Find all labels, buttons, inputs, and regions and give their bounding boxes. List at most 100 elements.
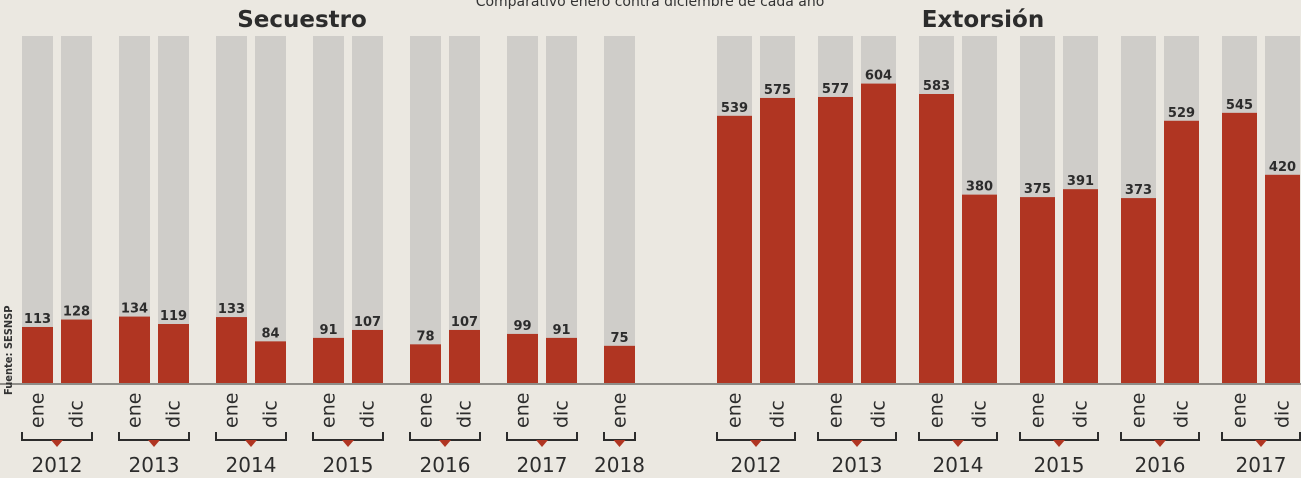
year-marker <box>613 440 626 447</box>
year-label: 2016 <box>420 453 471 477</box>
data-label: 75 <box>610 331 628 346</box>
data-bar <box>604 345 635 383</box>
year-bracket <box>312 432 384 441</box>
year-marker <box>851 440 863 447</box>
year-marker <box>342 440 354 447</box>
data-bar <box>507 333 538 383</box>
year-label: 2012 <box>32 453 83 477</box>
data-label: 391 <box>1067 174 1094 189</box>
year-marker <box>1154 440 1166 447</box>
year-bracket <box>716 432 796 441</box>
year-marker <box>1255 440 1267 447</box>
month-label: dic <box>1272 400 1294 428</box>
year-bracket <box>409 432 481 441</box>
data-label: 113 <box>24 312 51 327</box>
data-bar <box>255 341 286 383</box>
bar-background <box>449 36 480 383</box>
year-label: 2013 <box>129 453 180 477</box>
month-label: ene <box>124 393 146 428</box>
month-label: dic <box>551 400 573 428</box>
year-bracket <box>1120 432 1200 441</box>
month-label: dic <box>1171 400 1193 428</box>
data-bar <box>1020 197 1055 383</box>
bar-background <box>22 36 53 383</box>
year-label: 2018 <box>594 453 645 477</box>
month-label: ene <box>1229 393 1251 428</box>
year-bracket <box>918 432 998 441</box>
data-label: 107 <box>354 315 381 330</box>
data-label: 99 <box>513 319 531 334</box>
year-bracket <box>1221 432 1301 441</box>
month-label: ene <box>512 393 534 428</box>
data-bar <box>22 326 53 383</box>
data-bar <box>216 317 247 383</box>
data-label: 583 <box>923 79 950 94</box>
data-bar <box>313 337 344 383</box>
month-label: ene <box>1027 393 1049 428</box>
year-marker <box>536 440 548 447</box>
data-bar <box>1121 198 1156 383</box>
year-bracket <box>506 432 578 441</box>
data-bar <box>61 319 92 383</box>
year-label: 2017 <box>1236 453 1287 477</box>
month-label: ene <box>1128 393 1150 428</box>
month-label: dic <box>969 400 991 428</box>
year-marker <box>51 440 63 447</box>
bar-background <box>313 36 344 383</box>
data-label: 373 <box>1125 183 1152 198</box>
year-marker <box>439 440 451 447</box>
data-bar <box>1063 189 1098 383</box>
data-label: 91 <box>552 323 570 338</box>
year-bracket <box>1019 432 1099 441</box>
year-bracket <box>21 432 93 441</box>
month-label: dic <box>868 400 890 428</box>
month-label: ene <box>221 393 243 428</box>
source-note: Fuente: SESNSP <box>2 305 15 395</box>
year-bracket <box>817 432 897 441</box>
year-label: 2015 <box>1034 453 1085 477</box>
month-label: dic <box>66 400 88 428</box>
year-marker <box>1053 440 1065 447</box>
year-marker <box>148 440 160 447</box>
data-bar <box>818 96 853 384</box>
month-label: dic <box>163 400 185 428</box>
data-label: 375 <box>1024 182 1051 197</box>
bar-background <box>255 36 286 383</box>
year-label: 2014 <box>933 453 984 477</box>
data-bar <box>352 329 383 383</box>
month-label: ene <box>926 393 948 428</box>
year-label: 2017 <box>517 453 568 477</box>
year-marker <box>952 440 964 447</box>
year-label: 2015 <box>323 453 374 477</box>
data-label: 84 <box>261 326 279 341</box>
data-label: 107 <box>451 315 478 330</box>
data-bar <box>760 97 795 383</box>
year-marker <box>750 440 762 447</box>
year-bracket <box>603 432 636 441</box>
data-label: 128 <box>63 305 90 320</box>
data-label: 529 <box>1168 106 1195 121</box>
data-bar <box>410 344 441 383</box>
chart-subtitle: Comparativo enero contra diciembre de ca… <box>475 0 825 10</box>
data-bar <box>717 115 752 383</box>
month-label: ene <box>825 393 847 428</box>
bar-background <box>507 36 538 383</box>
data-bar <box>546 337 577 383</box>
data-bar <box>1164 120 1199 383</box>
month-label: ene <box>724 393 746 428</box>
month-label: ene <box>27 393 49 428</box>
bar-background <box>352 36 383 383</box>
data-label: 545 <box>1226 98 1253 113</box>
bar-background <box>410 36 441 383</box>
data-bar <box>1222 112 1257 383</box>
month-label: dic <box>260 400 282 428</box>
year-bracket <box>118 432 190 441</box>
month-label: ene <box>415 393 437 428</box>
data-label: 575 <box>764 83 791 98</box>
data-label: 604 <box>865 69 892 84</box>
data-bar <box>1265 174 1300 383</box>
data-label: 133 <box>218 302 245 317</box>
year-label: 2013 <box>832 453 883 477</box>
panel-title: Extorsión <box>922 7 1044 33</box>
